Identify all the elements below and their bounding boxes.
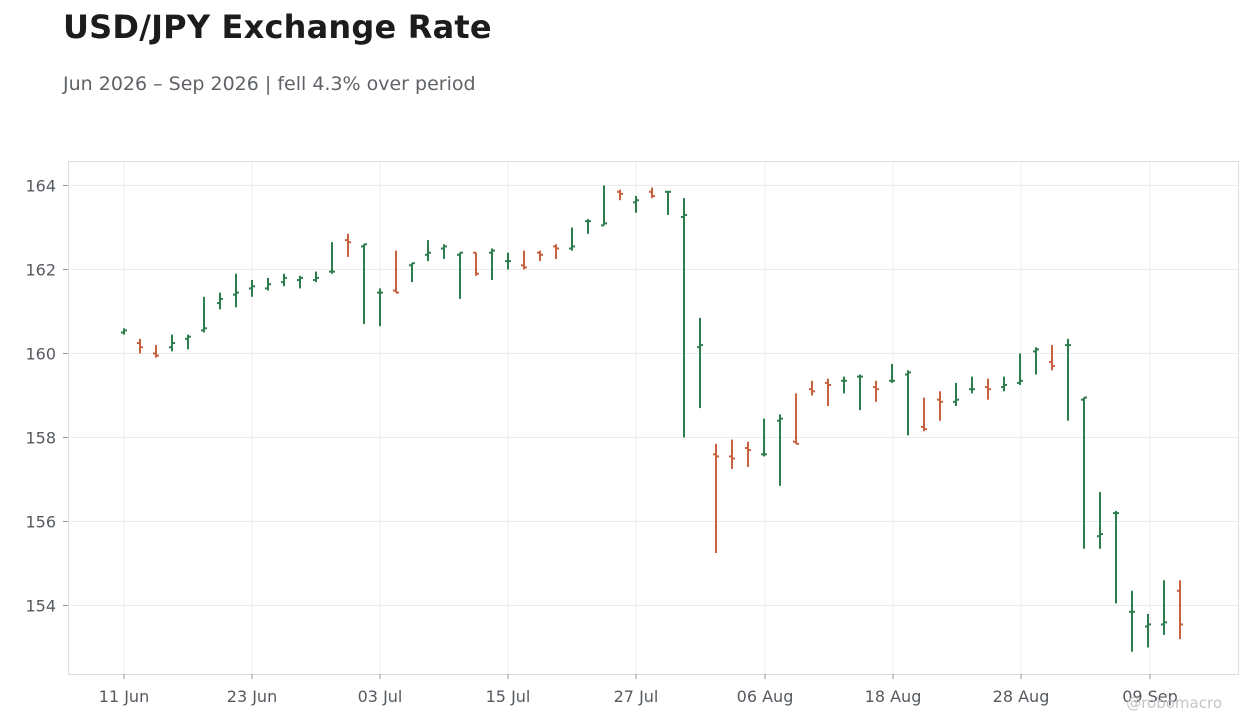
ohlc-bar (1033, 347, 1039, 375)
ohlc-bar (761, 418, 767, 457)
x-tick-label: 09 Sep (1122, 687, 1178, 706)
x-tick-label: 18 Aug (865, 687, 922, 706)
ohlc-bar (185, 334, 191, 350)
ohlc-bar (857, 374, 863, 411)
y-tick-label: 154 (25, 597, 56, 616)
ohlc-bar (905, 370, 911, 436)
ohlc-bar (1097, 492, 1103, 549)
ohlc-bar (585, 219, 591, 234)
ohlc-bar (665, 190, 671, 215)
ohlc-bar (617, 189, 623, 201)
x-tick-label: 11 Jun (99, 687, 149, 706)
chart-title: USD/JPY Exchange Rate (63, 8, 492, 46)
ohlc-bar (745, 441, 751, 467)
ohlc-bar (921, 397, 927, 432)
ohlc-bar (1113, 511, 1119, 604)
ohlc-bar (601, 185, 607, 227)
ohlc-bar (297, 275, 303, 289)
ohlc-bar (121, 328, 127, 335)
y-tick-label: 156 (25, 513, 56, 532)
ohlc-bar (1129, 590, 1135, 652)
ohlc-bar (1065, 338, 1071, 421)
ohlc-bar (553, 244, 559, 259)
ohlc-bar (153, 345, 159, 358)
ohlc-bar (1049, 345, 1055, 371)
ohlc-bar (201, 296, 207, 333)
ohlc-bar (841, 376, 847, 394)
ohlc-bar (345, 233, 351, 257)
ohlc-bar (1081, 396, 1087, 549)
ohlc-bar (1017, 353, 1023, 385)
ohlc-bar (1161, 580, 1167, 635)
ohlc-bar (473, 251, 479, 276)
ohlc-bar (329, 242, 335, 274)
ohlc-bar (697, 317, 703, 409)
chart-subtitle: Jun 2026 – Sep 2026 | fell 4.3% over per… (63, 73, 476, 95)
ohlc-bar (169, 334, 175, 352)
x-tick-label: 28 Aug (993, 687, 1050, 706)
x-tick-label: 23 Jun (227, 687, 277, 706)
ohlc-bar (313, 271, 319, 283)
ohlc-bar (249, 280, 255, 297)
ohlc-bar (793, 393, 799, 445)
ohlc-bar (889, 364, 895, 383)
ohlc-bar (489, 248, 495, 280)
x-tick-label: 15 Jul (486, 687, 531, 706)
ohlc-bar (873, 380, 879, 402)
ohlc-bar (425, 240, 431, 262)
ohlc-bar (537, 250, 543, 262)
ohlc-bar (777, 414, 783, 486)
ohlc-bar (361, 243, 367, 325)
ohlc-bar (377, 288, 383, 327)
y-axis-ticks: 154 156 158 160 162 164 (25, 177, 68, 616)
y-tick-label: 158 (25, 429, 56, 448)
plot-frame (68, 161, 1239, 675)
ohlc-bar (569, 227, 575, 251)
ohlc-bar (681, 198, 687, 438)
y-tick-label: 164 (25, 177, 56, 196)
y-tick-label: 162 (25, 261, 56, 280)
ohlc-bar (409, 262, 415, 283)
ohlc-bar (953, 382, 959, 406)
ohlc-bar (729, 439, 735, 469)
x-tick-label: 03 Jul (358, 687, 403, 706)
ohlc-bar (137, 338, 143, 354)
y-tick-label: 160 (25, 345, 56, 364)
ohlc-bar (1145, 613, 1151, 648)
x-tick-label: 06 Aug (737, 687, 794, 706)
ohlc-bar (969, 376, 975, 394)
ohlc-bar (281, 273, 287, 287)
grid-lines (68, 161, 1238, 674)
ohlc-bar (937, 391, 943, 421)
ohlc-bar (441, 244, 447, 259)
x-axis-ticks: 11 Jun 23 Jun 03 Jul 15 Jul 27 Jul 06 Aug 18 A… (99, 674, 1178, 706)
ohlc-bar (505, 252, 511, 270)
ohlc-bar (393, 250, 399, 294)
ohlc-bar (633, 196, 639, 213)
ohlc-bar (1177, 580, 1183, 640)
x-tick-label: 27 Jul (614, 687, 659, 706)
ohlc-bars (121, 185, 1183, 652)
ohlc-bar (825, 378, 831, 406)
ohlc-bar (265, 277, 271, 291)
ohlc-bar (649, 187, 655, 199)
ohlc-bar (809, 380, 815, 396)
ohlc-bar (713, 443, 719, 553)
ohlc-bar (217, 292, 223, 310)
watermark: @robomacro (1126, 694, 1222, 712)
ohlc-bar (457, 251, 463, 299)
ohlc-bar (233, 273, 239, 308)
ohlc-bar (985, 378, 991, 400)
ohlc-bar (1001, 376, 1007, 392)
ohlc-bar (521, 250, 527, 270)
